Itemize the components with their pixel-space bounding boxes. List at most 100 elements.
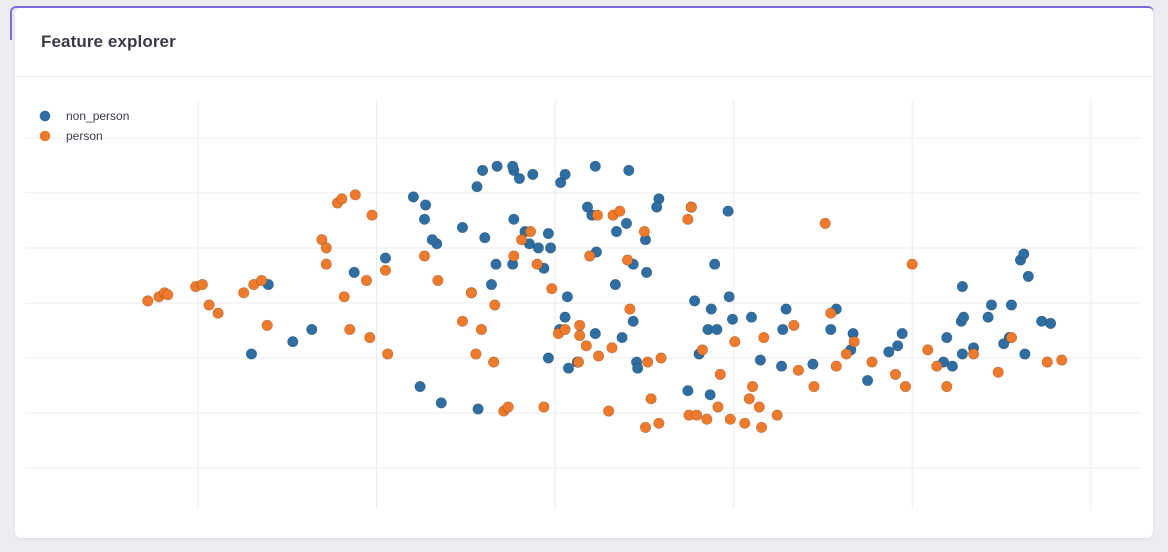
data-point-person[interactable] [792, 364, 805, 376]
data-point-non-person[interactable] [542, 228, 555, 240]
data-point-non-person[interactable] [985, 299, 998, 311]
data-point-non-person[interactable] [688, 295, 701, 307]
data-point-person[interactable] [941, 381, 953, 393]
data-point-non-person[interactable] [477, 164, 489, 176]
data-point-non-person[interactable] [485, 279, 498, 291]
data-point-person[interactable] [538, 401, 550, 413]
data-point-person[interactable] [685, 201, 697, 213]
data-point-person[interactable] [364, 332, 376, 344]
data-point-person[interactable] [729, 336, 741, 348]
data-point-person[interactable] [238, 287, 250, 299]
data-point-non-person[interactable] [775, 360, 788, 372]
data-point-non-person[interactable] [542, 352, 555, 364]
data-point-non-person[interactable] [616, 332, 628, 344]
data-point-non-person[interactable] [609, 279, 622, 291]
data-point-person[interactable] [212, 307, 224, 319]
data-point-non-person[interactable] [711, 323, 723, 336]
data-point-person[interactable] [591, 209, 604, 221]
data-point-non-person[interactable] [957, 311, 970, 323]
data-point-person[interactable] [642, 356, 654, 368]
data-point-person[interactable] [712, 401, 724, 413]
data-point-person[interactable] [349, 189, 361, 201]
data-point-person[interactable] [1005, 332, 1018, 344]
data-point-person[interactable] [967, 348, 980, 360]
data-point-non-person[interactable] [754, 354, 767, 366]
data-point-non-person[interactable] [513, 172, 526, 185]
data-point-person[interactable] [338, 291, 350, 303]
data-point-non-person[interactable] [1005, 299, 1018, 311]
data-point-person[interactable] [574, 319, 586, 331]
data-point-person[interactable] [203, 299, 215, 311]
data-point-non-person[interactable] [883, 346, 895, 358]
data-point-non-person[interactable] [559, 311, 571, 323]
data-point-non-person[interactable] [507, 160, 519, 172]
data-point-non-person[interactable] [941, 332, 953, 344]
data-point-non-person[interactable] [946, 360, 959, 372]
data-point-person[interactable] [840, 348, 853, 360]
data-point-person[interactable] [344, 323, 356, 336]
data-point-non-person[interactable] [589, 328, 601, 340]
data-point-person[interactable] [572, 356, 585, 368]
data-point-person[interactable] [922, 344, 934, 356]
data-point-non-person[interactable] [527, 168, 539, 180]
data-point-person[interactable] [1056, 354, 1068, 366]
data-point-non-person[interactable] [379, 252, 392, 264]
data-point-non-person[interactable] [726, 313, 739, 325]
data-point-person[interactable] [320, 258, 332, 270]
data-point-non-person[interactable] [807, 358, 819, 370]
data-point-person[interactable] [546, 283, 558, 295]
data-point-non-person[interactable] [722, 205, 734, 217]
data-point-non-person[interactable] [651, 201, 663, 213]
data-point-person[interactable] [574, 330, 586, 342]
data-point-non-person[interactable] [627, 315, 639, 327]
data-point-person[interactable] [639, 421, 652, 434]
data-point-non-person[interactable] [745, 311, 758, 323]
data-point-person[interactable] [488, 356, 500, 368]
data-point-non-person[interactable] [491, 160, 503, 172]
data-point-non-person[interactable] [640, 266, 653, 278]
data-point-person[interactable] [743, 393, 755, 405]
data-point-person[interactable] [531, 258, 543, 270]
data-point-non-person[interactable] [1018, 248, 1030, 260]
data-point-person[interactable] [1041, 356, 1053, 368]
data-point-non-person[interactable] [723, 291, 735, 303]
data-point-non-person[interactable] [532, 242, 545, 254]
data-point-non-person[interactable] [896, 328, 908, 340]
data-point-non-person[interactable] [420, 199, 432, 211]
data-point-non-person[interactable] [623, 164, 635, 176]
data-point-non-person[interactable] [956, 281, 969, 293]
data-point-person[interactable] [379, 264, 392, 276]
data-point-person[interactable] [606, 342, 618, 354]
data-point-person[interactable] [655, 352, 667, 364]
data-point-person[interactable] [584, 250, 596, 262]
data-point-non-person[interactable] [709, 258, 721, 270]
data-point-non-person[interactable] [682, 385, 694, 397]
data-point-person[interactable] [714, 368, 726, 381]
data-point-person[interactable] [603, 405, 615, 417]
data-point-person[interactable] [830, 360, 842, 372]
data-point-non-person[interactable] [982, 311, 994, 323]
legend-item-person[interactable]: person [39, 129, 103, 143]
data-point-person[interactable] [739, 417, 751, 429]
data-point-person[interactable] [992, 366, 1004, 378]
data-point-person[interactable] [753, 401, 765, 413]
data-point-person[interactable] [502, 401, 514, 413]
data-point-person[interactable] [508, 250, 520, 262]
data-point-person[interactable] [682, 213, 694, 225]
data-point-non-person[interactable] [610, 226, 623, 238]
data-point-non-person[interactable] [861, 374, 874, 387]
data-point-person[interactable] [931, 360, 943, 372]
data-point-non-person[interactable] [1022, 270, 1034, 282]
data-point-non-person[interactable] [245, 348, 258, 360]
data-point-non-person[interactable] [559, 168, 571, 180]
data-point-non-person[interactable] [825, 323, 837, 336]
data-point-non-person[interactable] [456, 221, 469, 234]
data-point-non-person[interactable] [287, 336, 299, 348]
data-point-person[interactable] [746, 381, 759, 393]
data-point-person[interactable] [788, 319, 800, 331]
data-point-person[interactable] [696, 344, 709, 356]
data-point-person[interactable] [320, 242, 332, 254]
data-point-non-person[interactable] [705, 303, 717, 315]
